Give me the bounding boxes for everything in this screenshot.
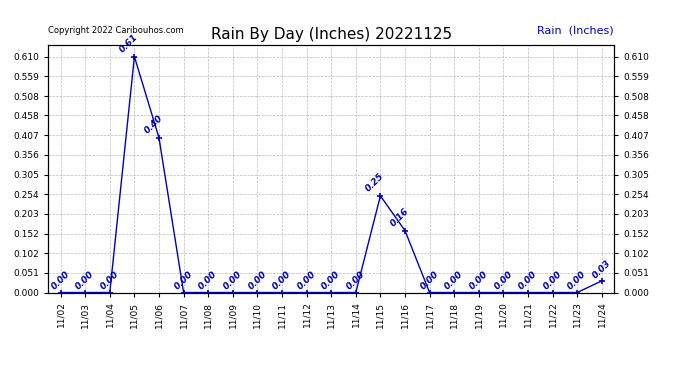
Text: 0.00: 0.00 (74, 270, 96, 292)
Text: 0.00: 0.00 (320, 270, 342, 292)
Text: 0.00: 0.00 (197, 270, 219, 292)
Text: Rain  (Inches): Rain (Inches) (538, 25, 614, 35)
Text: 0.00: 0.00 (50, 270, 72, 292)
Text: 0.25: 0.25 (364, 172, 386, 194)
Title: Rain By Day (Inches) 20221125: Rain By Day (Inches) 20221125 (210, 27, 452, 42)
Text: 0.00: 0.00 (271, 270, 293, 292)
Text: 0.40: 0.40 (142, 114, 164, 136)
Text: 0.00: 0.00 (345, 270, 366, 292)
Text: 0.00: 0.00 (246, 270, 268, 292)
Text: 0.00: 0.00 (221, 270, 244, 292)
Text: Copyright 2022 Caribouhos.com: Copyright 2022 Caribouhos.com (48, 26, 184, 35)
Text: 0.16: 0.16 (388, 207, 411, 228)
Text: 0.00: 0.00 (468, 270, 490, 292)
Text: 0.00: 0.00 (295, 270, 317, 292)
Text: 0.61: 0.61 (118, 32, 140, 54)
Text: 0.00: 0.00 (566, 270, 588, 292)
Text: 0.03: 0.03 (591, 258, 613, 280)
Text: 0.00: 0.00 (542, 270, 564, 292)
Text: 0.00: 0.00 (172, 270, 195, 292)
Text: 0.00: 0.00 (99, 270, 121, 292)
Text: 0.00: 0.00 (443, 270, 465, 292)
Text: 0.00: 0.00 (517, 270, 539, 292)
Text: 0.00: 0.00 (492, 270, 514, 292)
Text: 0.00: 0.00 (419, 270, 440, 292)
